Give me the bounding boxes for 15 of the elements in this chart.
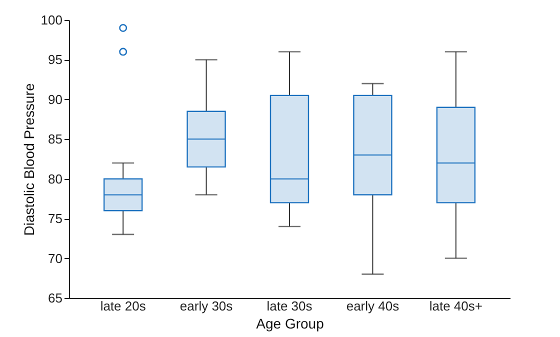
y-tick-label: 65 <box>48 290 62 306</box>
y-tick-label: 100 <box>40 12 62 28</box>
y-tick-label: 90 <box>48 92 62 107</box>
y-tick-label: 95 <box>48 52 62 68</box>
y-tick-label: 85 <box>48 132 62 147</box>
y-tick-label: 80 <box>48 171 62 186</box>
y-axis-title: Diastolic Blood Pressure <box>20 83 37 236</box>
x-tick-label: late 30s <box>266 298 313 314</box>
y-tick-label: 70 <box>48 250 62 266</box>
x-axis-title: Age Group <box>256 316 324 332</box>
x-tick-label: early 40s <box>346 298 400 314</box>
y-tick-label: 75 <box>48 211 62 226</box>
x-tick-label: early 30s <box>180 298 234 314</box>
x-tick-label: late 40s+ <box>429 298 482 314</box>
x-tick-label: late 20s <box>100 298 146 314</box>
